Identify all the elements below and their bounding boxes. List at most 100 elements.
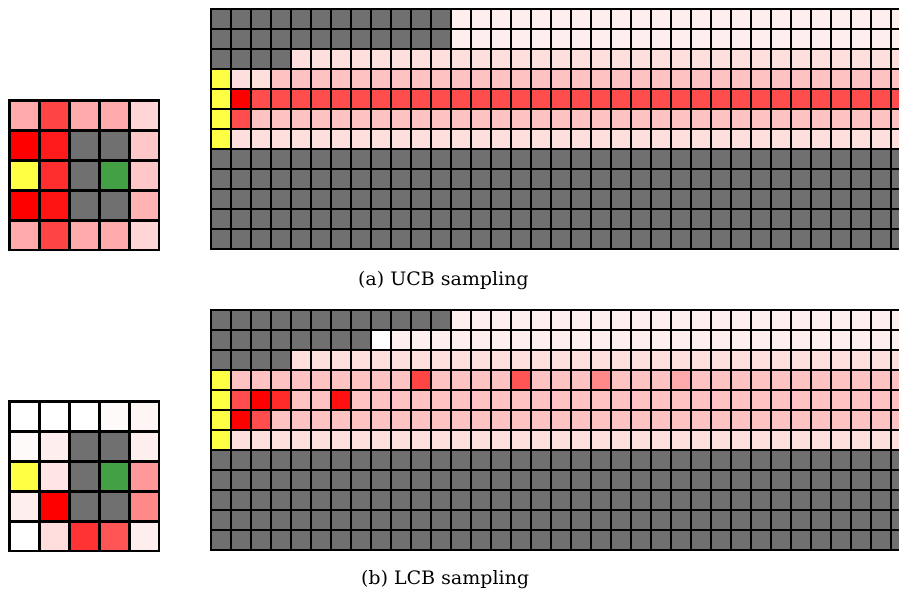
large-grid-a-cell bbox=[612, 190, 630, 208]
large-grid-b-cell bbox=[632, 331, 650, 349]
large-grid-a-cell bbox=[352, 170, 370, 188]
large-grid-b-cell bbox=[232, 431, 250, 449]
large-grid-a-cell bbox=[672, 150, 690, 168]
large-grid-b-cell bbox=[292, 391, 310, 409]
small-grid-b-cell bbox=[71, 523, 98, 550]
large-grid-b-cell bbox=[772, 531, 790, 549]
large-grid-a-cell bbox=[412, 210, 430, 228]
large-grid-b-cell bbox=[852, 391, 870, 409]
large-grid-a-cell bbox=[452, 30, 470, 48]
large-grid-b-cell bbox=[292, 471, 310, 489]
large-grid-a-cell bbox=[392, 210, 410, 228]
large-grid-a-cell bbox=[252, 130, 270, 148]
large-grid-b-cell bbox=[432, 471, 450, 489]
large-grid-b-cell bbox=[632, 411, 650, 429]
large-grid-a-cell bbox=[792, 50, 810, 68]
large-grid-b-cell bbox=[832, 471, 850, 489]
large-grid-a-cell bbox=[492, 130, 510, 148]
large-grid-b-cell bbox=[532, 471, 550, 489]
large-grid-b-cell bbox=[872, 451, 890, 469]
large-grid-a-cell bbox=[292, 150, 310, 168]
large-grid-b-cell bbox=[352, 431, 370, 449]
large-grid-b-cell bbox=[332, 311, 350, 329]
small-grid-b-cell bbox=[101, 403, 128, 430]
large-grid-b-cell bbox=[772, 371, 790, 389]
large-grid-a-cell bbox=[552, 90, 570, 108]
large-grid-b-cell bbox=[712, 391, 730, 409]
large-grid-a-cell bbox=[392, 170, 410, 188]
large-grid-a-cell bbox=[212, 10, 230, 28]
large-grid-b-cell bbox=[292, 431, 310, 449]
large-grid-a-cell bbox=[372, 70, 390, 88]
large-grid-b-cell bbox=[572, 391, 590, 409]
large-grid-a-cell bbox=[652, 90, 670, 108]
large-grid-a-cell bbox=[452, 190, 470, 208]
large-grid-a-cell bbox=[232, 130, 250, 148]
large-grid-a-cell bbox=[892, 50, 899, 68]
large-grid-b-cell bbox=[732, 451, 750, 469]
large-grid-a-cell bbox=[772, 210, 790, 228]
small-grid-b-cell bbox=[41, 433, 68, 460]
large-grid-a-cell bbox=[452, 10, 470, 28]
large-grid-b-cell bbox=[412, 431, 430, 449]
large-grid-b-cell bbox=[212, 311, 230, 329]
large-grid-b-cell bbox=[592, 451, 610, 469]
large-grid-b-cell bbox=[652, 391, 670, 409]
small-grid-a-cell bbox=[101, 132, 128, 159]
large-grid-a-cell bbox=[852, 10, 870, 28]
large-grid-b-cell bbox=[512, 431, 530, 449]
large-grid-b-cell bbox=[492, 511, 510, 529]
large-grid-a-cell bbox=[892, 90, 899, 108]
large-grid-b-cell bbox=[252, 351, 270, 369]
large-grid-b-cell bbox=[792, 531, 810, 549]
large-grid-b-cell bbox=[892, 371, 899, 389]
large-grid-a-cell bbox=[432, 170, 450, 188]
large-grid-a-cell bbox=[412, 70, 430, 88]
large-grid-a-cell bbox=[412, 170, 430, 188]
large-grid-a-cell bbox=[692, 190, 710, 208]
large-grid-a-cell bbox=[792, 90, 810, 108]
large-grid-a-cell bbox=[592, 150, 610, 168]
large-grid-a-cell bbox=[512, 70, 530, 88]
large-grid-a-cell bbox=[732, 10, 750, 28]
large-grid-a-cell bbox=[832, 230, 850, 248]
large-grid-b-cell bbox=[472, 411, 490, 429]
large-grid-b-cell bbox=[772, 311, 790, 329]
large-grid-a-cell bbox=[852, 90, 870, 108]
large-grid-a-cell bbox=[832, 110, 850, 128]
large-grid-a-cell bbox=[592, 90, 610, 108]
large-grid-b-cell bbox=[872, 371, 890, 389]
large-grid-b-cell bbox=[592, 471, 610, 489]
large-grid-b-cell bbox=[712, 311, 730, 329]
large-grid-b-cell bbox=[252, 411, 270, 429]
small-grid-b-cell bbox=[101, 493, 128, 520]
large-grid-a-cell bbox=[812, 50, 830, 68]
large-grid-a-cell bbox=[272, 230, 290, 248]
large-grid-b-cell bbox=[672, 471, 690, 489]
large-grid-b-cell bbox=[492, 331, 510, 349]
large-grid-b-cell bbox=[552, 511, 570, 529]
large-grid-b-cell bbox=[272, 471, 290, 489]
large-grid-a-cell bbox=[712, 170, 730, 188]
large-grid-a-cell bbox=[672, 70, 690, 88]
large-grid-b-cell bbox=[392, 311, 410, 329]
large-grid-a-cell bbox=[352, 30, 370, 48]
large-grid-a-cell bbox=[632, 30, 650, 48]
large-grid-b-cell bbox=[892, 331, 899, 349]
large-grid-a-cell bbox=[472, 50, 490, 68]
large-grid-a-cell bbox=[792, 230, 810, 248]
large-grid-a-cell bbox=[352, 110, 370, 128]
large-grid-a-cell bbox=[212, 50, 230, 68]
large-grid-a-cell bbox=[292, 210, 310, 228]
large-grid-a-cell bbox=[792, 130, 810, 148]
large-grid-a-cell bbox=[472, 170, 490, 188]
large-grid-b-cell bbox=[592, 371, 610, 389]
large-grid-a-cell bbox=[592, 110, 610, 128]
large-grid-b-cell bbox=[592, 491, 610, 509]
large-grid-a-cell bbox=[272, 90, 290, 108]
large-grid-a-cell bbox=[612, 230, 630, 248]
large-grid-b-cell bbox=[752, 411, 770, 429]
large-grid-a-cell bbox=[792, 30, 810, 48]
large-grid-b-cell bbox=[812, 331, 830, 349]
large-grid-a-cell bbox=[772, 130, 790, 148]
